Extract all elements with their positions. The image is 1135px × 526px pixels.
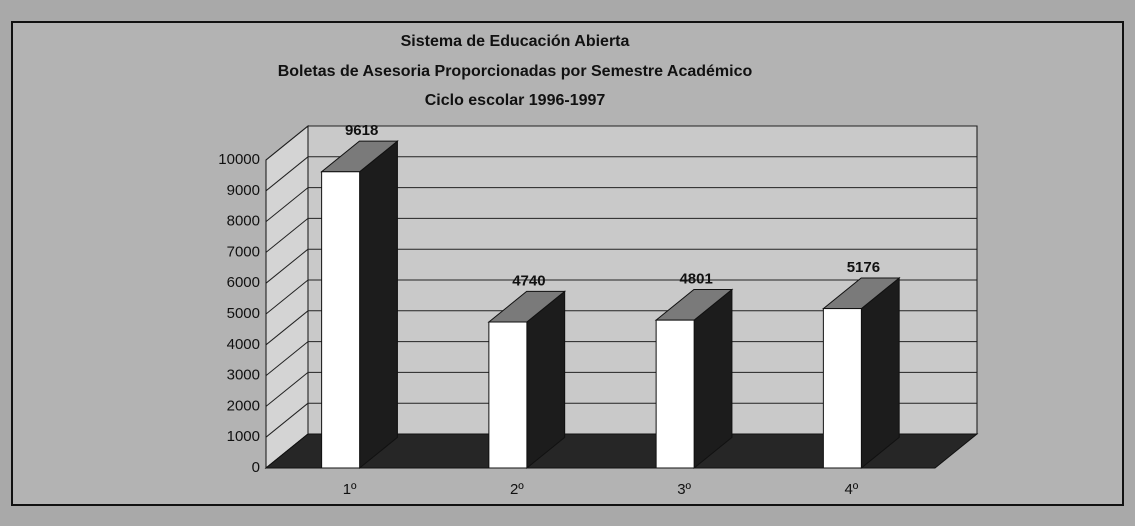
grid-line xyxy=(265,125,309,161)
grid-line xyxy=(265,187,309,222)
x-tick-label: 1º xyxy=(343,481,357,498)
grid-line xyxy=(265,218,309,253)
y-tick-label: 9000 xyxy=(227,182,260,199)
bar xyxy=(321,171,361,469)
y-tick-label: 7000 xyxy=(227,243,260,260)
value-label: 5176 xyxy=(847,259,880,276)
chart-title: Ciclo escolar 1996-1997 xyxy=(425,92,606,109)
value-label: 4740 xyxy=(512,272,545,289)
bar-side xyxy=(693,288,733,470)
y-tick-label: 3000 xyxy=(227,367,260,384)
y-tick-label: 10000 xyxy=(218,151,260,168)
y-tick-label: 8000 xyxy=(227,213,260,230)
x-tick-label: 4º xyxy=(844,481,858,498)
y-tick-label: 0 xyxy=(252,459,260,476)
y-tick-label: 6000 xyxy=(227,274,260,291)
bar-side xyxy=(359,140,398,470)
y-tick-label: 1000 xyxy=(227,428,260,445)
grid-line xyxy=(265,402,309,438)
y-tick-label: 5000 xyxy=(227,305,260,322)
value-label: 4801 xyxy=(679,270,712,287)
y-tick-label: 2000 xyxy=(227,397,260,414)
value-label: 9618 xyxy=(345,122,378,139)
bar xyxy=(655,319,695,469)
y-tick-label: 4000 xyxy=(227,336,260,353)
chart-title: Sistema de Educación Abierta xyxy=(401,33,630,50)
bar-side xyxy=(860,276,900,470)
grid-line xyxy=(265,248,309,284)
x-tick-label: 2º xyxy=(510,481,524,498)
grid-line xyxy=(265,279,309,315)
grid-line xyxy=(265,341,309,376)
floor xyxy=(264,433,979,469)
grid-line xyxy=(265,156,309,192)
x-tick-label: 3º xyxy=(677,481,691,498)
chart-title: Boletas de Asesoria Proporcionadas por S… xyxy=(278,63,753,80)
bar xyxy=(822,308,862,469)
grid-line xyxy=(265,372,309,407)
grid-line xyxy=(265,310,309,346)
bar xyxy=(488,321,528,469)
